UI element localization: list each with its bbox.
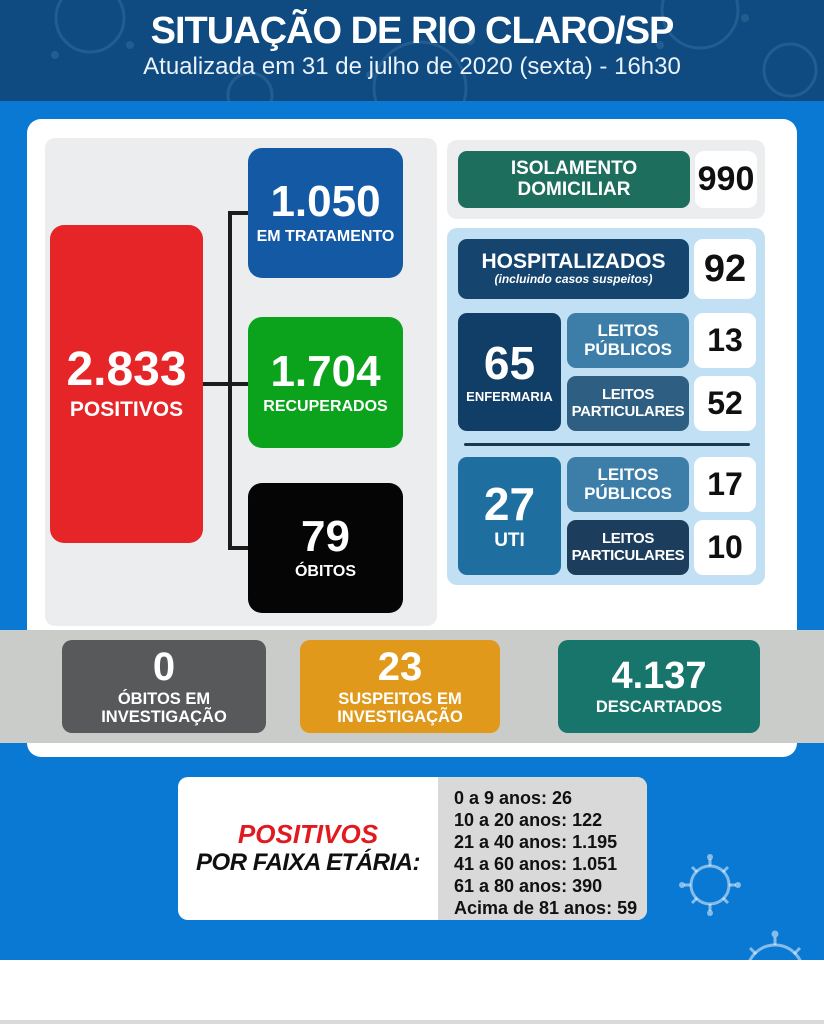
leitos-publicos-pill: LEITOS PÚBLICOS <box>567 457 689 512</box>
age-row: 41 a 60 anos: 1.051 <box>454 854 618 874</box>
age-row: 0 a 9 anos: 26 <box>454 788 573 808</box>
enfermaria-leitos-particulares-row: LEITOS PARTICULARES 52 <box>567 376 756 431</box>
uti-leitos-publicos-value: 17 <box>694 457 756 512</box>
uti-label: UTI <box>494 529 525 551</box>
leitos-publicos-label: LEITOS PÚBLICOS <box>584 320 672 359</box>
isolamento-row: ISOLAMENTO DOMICILIAR 990 <box>447 140 765 219</box>
page-title: SITUAÇÃO DE RIO CLARO/SP <box>150 10 675 52</box>
age-row: 21 a 40 anos: 1.195 <box>454 832 618 852</box>
obitos-value: 79 <box>301 512 350 562</box>
leitos-publicos-label: LEITOS PÚBLICOS <box>584 464 672 503</box>
age-row: 10 a 20 anos: 122 <box>454 810 603 830</box>
leitos-particulares-pill: LEITOS PARTICULARES <box>567 376 689 431</box>
uti-box: 27 UTI <box>458 457 561 575</box>
hospitalizados-label-pill: HOSPITALIZADOS (incluindo casos suspeito… <box>458 239 689 299</box>
uti-section: 27 UTI LEITOS PÚBLICOS 17 LEITOS PARTICU… <box>458 457 756 575</box>
leitos-particulares-label: LEITOS PARTICULARES <box>571 386 685 420</box>
em-tratamento-box: 1.050 EM TRATAMENTO <box>248 148 403 278</box>
leitos-particulares-pill: LEITOS PARTICULARES <box>567 520 689 575</box>
connector-line <box>228 211 232 550</box>
hospitalizados-note: (incluindo casos suspeitos) <box>494 272 653 287</box>
enfermaria-leitos-publicos-row: LEITOS PÚBLICOS 13 <box>567 313 756 368</box>
header-banner: SITUAÇÃO DE RIO CLARO/SP Atualizada em 3… <box>0 0 824 101</box>
hospitalizados-value: 92 <box>694 239 756 299</box>
uti-leitos-particulares-row: LEITOS PARTICULARES 10 <box>567 520 756 575</box>
main-status-card: 2.833 POSITIVOS 1.050 EM TRATAMENTO 1.70… <box>27 119 797 757</box>
descartados-box: 4.137 DESCARTADOS <box>558 640 760 733</box>
enfermaria-leitos-particulares-value: 52 <box>694 376 756 431</box>
descartados-value: 4.137 <box>611 654 707 697</box>
isolamento-value: 990 <box>695 151 757 208</box>
recuperados-box: 1.704 RECUPERADOS <box>248 317 403 448</box>
positivos-value: 2.833 <box>66 343 187 397</box>
suspeitos-investigacao-box: 23 SUSPEITOS EM INVESTIGAÇÃO <box>300 640 500 733</box>
positivos-label: POSITIVOS <box>69 398 184 422</box>
age-row: Acima de 81 anos: 59 <box>454 898 638 918</box>
leitos-publicos-pill: LEITOS PÚBLICOS <box>567 313 689 368</box>
bottom-edge-strip <box>0 1020 824 1024</box>
em-tratamento-value: 1.050 <box>270 177 381 227</box>
age-breakdown-card: POSITIVOS POR FAIXA ETÁRIA: 0 a 9 anos: … <box>178 777 647 920</box>
age-title-faixa-etaria: POR FAIXA ETÁRIA: <box>196 849 420 877</box>
uti-value: 27 <box>483 477 536 530</box>
obitos-label: ÓBITOS <box>294 563 357 581</box>
descartados-label: DESCARTADOS <box>595 697 723 716</box>
uti-leitos-publicos-row: LEITOS PÚBLICOS 17 <box>567 457 756 512</box>
suspeitos-investigacao-label: SUSPEITOS EM INVESTIGAÇÃO <box>337 689 463 726</box>
uti-leitos-particulares-value: 10 <box>694 520 756 575</box>
leitos-particulares-label: LEITOS PARTICULARES <box>571 530 685 564</box>
enfermaria-label: ENFERMARIA <box>466 389 553 404</box>
positivos-box: 2.833 POSITIVOS <box>50 225 203 543</box>
isolamento-label-pill: ISOLAMENTO DOMICILIAR <box>458 151 690 208</box>
section-divider <box>464 443 750 446</box>
obitos-investigacao-value: 0 <box>152 644 176 689</box>
em-tratamento-label: EM TRATAMENTO <box>256 228 395 246</box>
virus-pattern-decoration <box>51 0 818 101</box>
hospital-panel: HOSPITALIZADOS (incluindo casos suspeito… <box>447 228 765 585</box>
recuperados-label: RECUPERADOS <box>263 397 388 415</box>
age-title-positivos: POSITIVOS <box>237 818 379 849</box>
enfermaria-value: 65 <box>483 337 536 389</box>
enfermaria-section: 65 ENFERMARIA LEITOS PÚBLICOS 13 LEITOS … <box>458 313 756 431</box>
investigation-band: 0 ÓBITOS EM INVESTIGAÇÃO 23 SUSPEITOS EM… <box>0 630 824 743</box>
age-breakdown-list: 0 a 9 anos: 26 10 a 20 anos: 122 21 a 40… <box>438 777 647 920</box>
enfermaria-box: 65 ENFERMARIA <box>458 313 561 431</box>
obitos-box: 79 ÓBITOS <box>248 483 403 613</box>
suspeitos-investigacao-value: 23 <box>377 644 423 689</box>
enfermaria-leitos-publicos-value: 13 <box>694 313 756 368</box>
obitos-investigacao-box: 0 ÓBITOS EM INVESTIGAÇÃO <box>62 640 266 733</box>
connector-line <box>228 546 250 550</box>
obitos-investigacao-label: ÓBITOS EM INVESTIGAÇÃO <box>101 689 227 726</box>
age-row: 61 a 80 anos: 390 <box>454 876 603 896</box>
footer-bar: Vigilância Epidemiológica SUS Fundação/S… <box>0 960 824 1024</box>
age-breakdown-title: POSITIVOS POR FAIXA ETÁRIA: <box>178 777 438 920</box>
connector-line <box>203 382 250 386</box>
hospitalizados-label: HOSPITALIZADOS <box>481 250 666 274</box>
isolamento-label: ISOLAMENTO DOMICILIAR <box>510 157 638 200</box>
recuperados-value: 1.704 <box>270 346 381 396</box>
hospitalizados-row: HOSPITALIZADOS (incluindo casos suspeito… <box>458 239 756 299</box>
connector-line <box>228 211 250 215</box>
update-timestamp: Atualizada em 31 de julho de 2020 (sexta… <box>143 53 681 80</box>
